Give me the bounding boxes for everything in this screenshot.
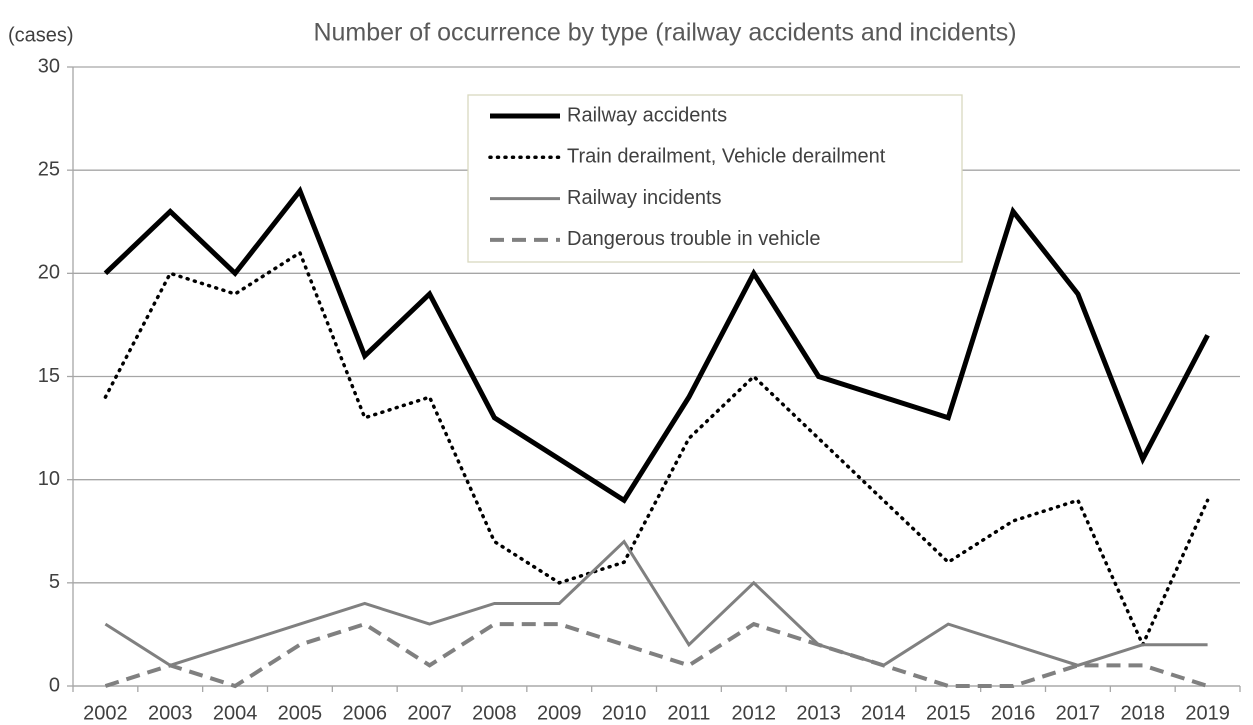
legend-label: Train derailment, Vehicle derailment — [567, 146, 886, 168]
y-tick-label: 0 — [49, 674, 60, 696]
y-tick-label: 10 — [38, 468, 60, 490]
line-series — [103, 250, 1210, 650]
x-tick-label: 2002 — [83, 702, 128, 724]
legend-label: Dangerous trouble in vehicle — [567, 228, 821, 250]
legend-label: Railway accidents — [567, 104, 727, 126]
y-tick-label: 15 — [38, 365, 60, 387]
legend-box — [467, 94, 963, 263]
line-series — [103, 185, 1210, 504]
legend-label: Railway incidents — [567, 187, 722, 209]
y-tick-label: 5 — [49, 571, 60, 593]
x-tick-label: 2008 — [472, 702, 517, 724]
chart-title: Number of occurrence by type (railway ac… — [313, 19, 1016, 47]
x-tick-label: 2003 — [148, 702, 193, 724]
x-tick-label: 2006 — [343, 702, 388, 724]
x-tick-label: 2007 — [407, 702, 452, 724]
line-series — [104, 621, 1209, 689]
x-tick-label: 2005 — [278, 702, 323, 724]
y-tick-label: 20 — [38, 262, 60, 284]
line-series — [104, 539, 1208, 668]
x-tick-label: 2019 — [1185, 702, 1230, 724]
y-tick-label: 25 — [38, 158, 60, 180]
x-tick-label: 2017 — [1056, 702, 1101, 724]
x-tick-label: 2010 — [602, 702, 647, 724]
x-tick-label: 2013 — [796, 702, 841, 724]
x-tick-label: 2011 — [667, 702, 710, 724]
x-tick-label: 2014 — [861, 702, 906, 724]
y-tick-label: 30 — [38, 55, 60, 77]
x-tick-label: 2012 — [732, 702, 777, 724]
y-axis-label: (cases) — [8, 24, 74, 46]
x-tick-label: 2004 — [213, 702, 258, 724]
x-tick-label: 2016 — [991, 702, 1036, 724]
x-tick-label: 2009 — [537, 702, 582, 724]
x-tick-label: 2018 — [1121, 702, 1166, 724]
x-tick-label: 2015 — [926, 702, 971, 724]
